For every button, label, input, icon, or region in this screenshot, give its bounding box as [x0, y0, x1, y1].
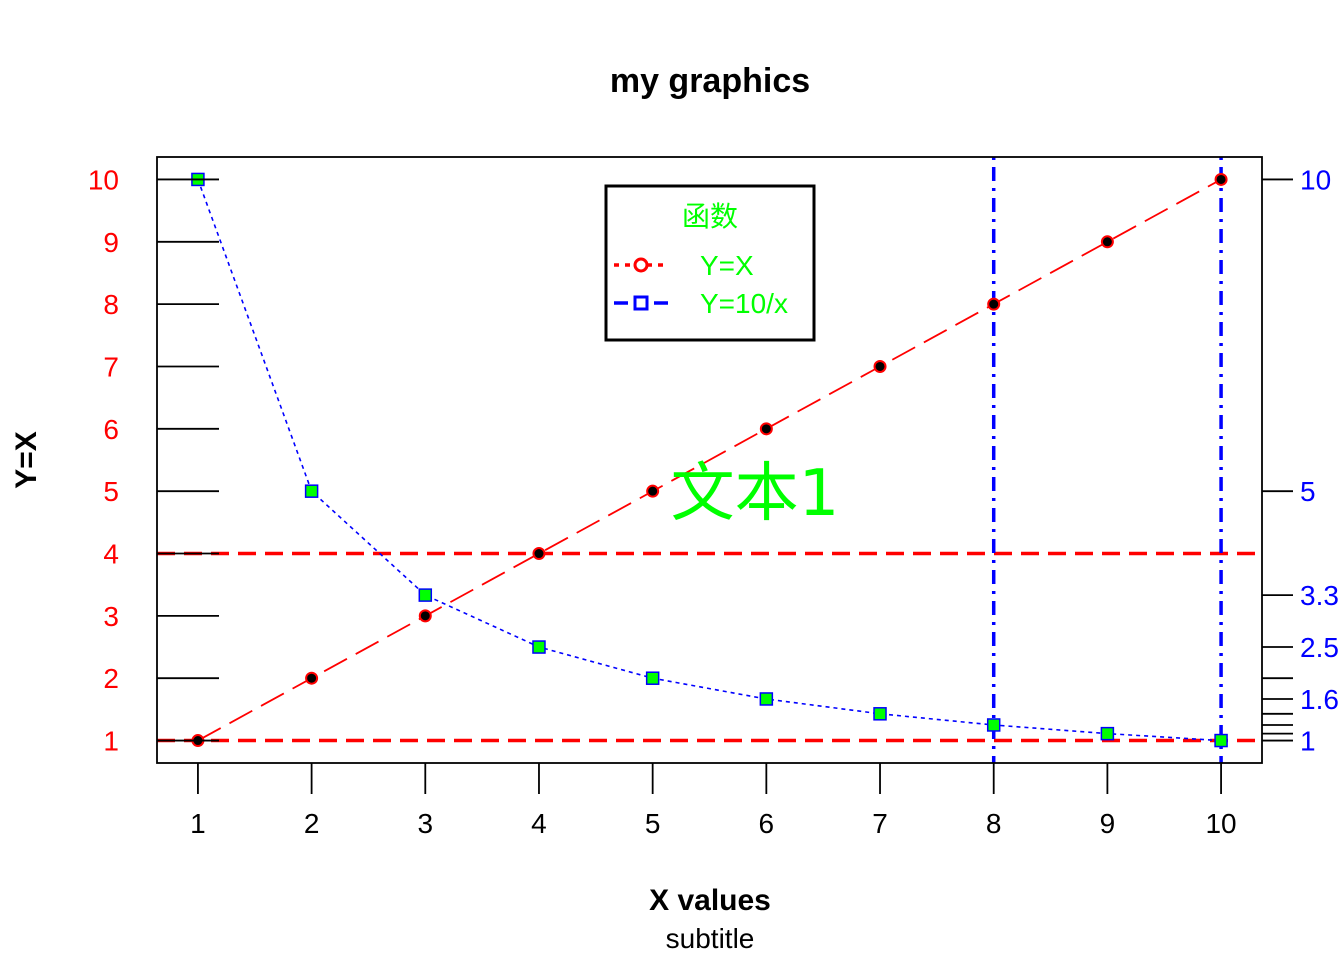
right-tick-label-5: 1	[1300, 726, 1316, 757]
x-tick-label-3: 4	[531, 808, 547, 839]
series-line-0	[197, 178, 1222, 742]
plot-layer: 1 2 3 4 5 6 7 8 9 10 10 5 3.3 2.5 1.6 1 1 2 3 4 5 6 7 8 9 10 文本1 函数…	[88, 156, 1339, 839]
x-tick-label-1: 2	[304, 808, 320, 839]
right-tick-label-0: 10	[1300, 164, 1331, 195]
point-y-10-over-x-8	[1100, 726, 1115, 741]
point-y-10-over-x-4	[645, 671, 660, 685]
point-y-eq-x-9	[1214, 172, 1228, 186]
annotation-text-0: 文本1	[671, 457, 840, 531]
legend-label-1: Y=10/x	[700, 288, 788, 319]
point-y-10-over-x-3	[532, 640, 546, 654]
x-tick-label-7: 8	[986, 808, 1002, 839]
point-y-eq-x-2	[418, 609, 432, 623]
point-y-eq-x-4	[646, 484, 660, 498]
right-tick-label-1: 5	[1300, 476, 1316, 507]
left-tick-label-7: 8	[103, 289, 119, 320]
point-y-eq-x-1	[305, 671, 319, 685]
left-tick-label-8: 9	[103, 227, 119, 258]
x-tick-label-8: 9	[1100, 808, 1116, 839]
point-y-eq-x-7	[987, 297, 1001, 311]
chart-title: my graphics	[610, 62, 810, 100]
point-y-eq-x-5	[759, 422, 773, 436]
x-tick-label-2: 3	[418, 808, 434, 839]
x-axis-label: X values	[649, 884, 771, 917]
point-y-10-over-x-7	[986, 718, 1001, 732]
left-tick-label-6: 7	[103, 351, 119, 382]
x-tick-label-6: 7	[872, 808, 888, 839]
point-y-10-over-x-9	[1214, 733, 1228, 748]
right-tick-label-4: 1.6	[1300, 684, 1339, 715]
legend-title: 函数	[682, 200, 738, 233]
legend-marker-0	[633, 257, 649, 273]
left-tick-label-3: 4	[103, 539, 119, 570]
point-y-10-over-x-5	[759, 692, 774, 706]
point-y-eq-x-3	[532, 547, 546, 561]
left-tick-label-9: 10	[88, 164, 119, 195]
right-tick-label-3: 2.5	[1300, 632, 1339, 663]
left-tick-label-2: 3	[103, 601, 119, 632]
right-tick-label-2: 3.3	[1300, 580, 1339, 611]
legend-label-0: Y=X	[700, 250, 754, 281]
x-tick-label-5: 6	[759, 808, 775, 839]
plot-frame	[156, 156, 1263, 764]
point-y-10-over-x-6	[873, 707, 887, 721]
point-y-10-over-x-2	[418, 588, 433, 602]
chart-subtitle: subtitle	[666, 923, 755, 954]
y-axis-label: Y=X	[10, 431, 43, 489]
left-tick-label-1: 2	[103, 663, 119, 694]
point-y-10-over-x-1	[304, 484, 319, 498]
left-tick-label-4: 5	[103, 476, 119, 507]
x-tick-label-0: 1	[190, 808, 206, 839]
left-tick-label-5: 6	[103, 414, 119, 445]
x-tick-label-9: 10	[1205, 808, 1236, 839]
x-tick-label-4: 5	[645, 808, 661, 839]
series-line-1	[197, 179, 1222, 742]
point-y-eq-x-8	[1100, 235, 1114, 249]
point-y-eq-x-6	[873, 359, 887, 373]
legend: 函数 Y=X Y=10/x	[604, 184, 816, 342]
legend-marker-1	[633, 295, 649, 311]
left-tick-label-0: 1	[103, 726, 119, 757]
